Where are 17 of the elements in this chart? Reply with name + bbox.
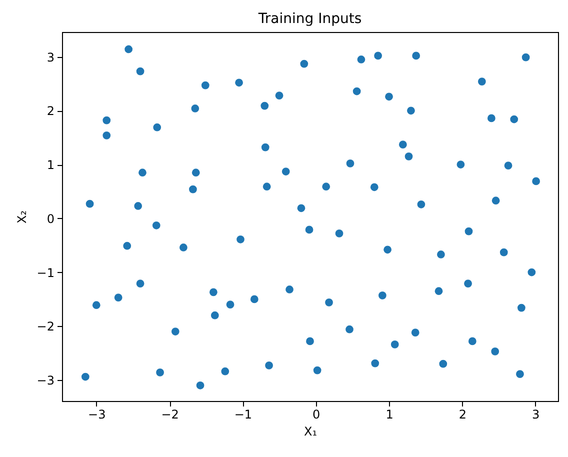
y-tick-label: −1 (36, 266, 54, 280)
y-tick-label: 1 (46, 158, 54, 172)
y-tick-label: 0 (46, 212, 54, 226)
x-tick-label: −3 (88, 408, 106, 422)
y-tick-label: 3 (46, 50, 54, 64)
x-tick-label: 1 (386, 408, 394, 422)
x-tick-label: −1 (234, 408, 252, 422)
y-tick-label: 2 (46, 104, 54, 118)
x-tick-label: 0 (312, 408, 320, 422)
x-axis-title: X₁ (304, 424, 318, 438)
x-tick-label: 3 (532, 408, 540, 422)
y-tick-label: −2 (36, 320, 54, 334)
x-tick-label: 2 (458, 408, 466, 422)
chart-title: Training Inputs (257, 11, 362, 27)
x-tick-label: −2 (161, 408, 179, 422)
y-tick-label: −3 (36, 373, 54, 388)
y-axis-title: X₂ (14, 210, 29, 224)
